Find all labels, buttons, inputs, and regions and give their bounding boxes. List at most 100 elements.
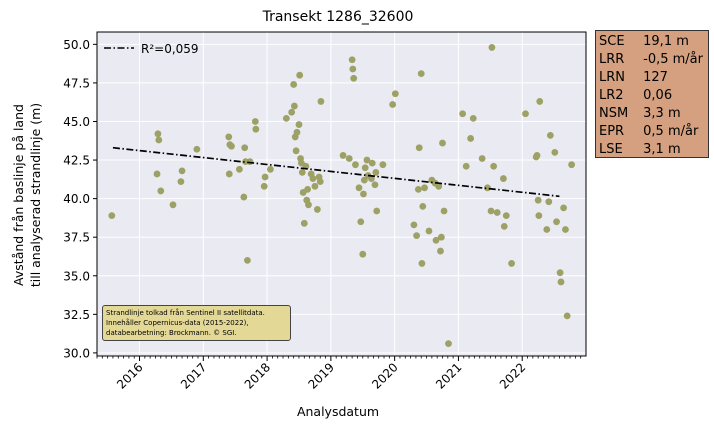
data-point xyxy=(553,218,560,226)
y-tick-label: 50.0 xyxy=(63,38,90,52)
data-point xyxy=(568,161,576,169)
legend-label: R²=0,059 xyxy=(141,42,199,56)
data-point xyxy=(439,139,446,147)
data-point xyxy=(371,181,379,189)
data-point xyxy=(493,209,501,216)
data-point xyxy=(533,152,541,159)
attribution-line-2: Innehåller Copernicus-data (2015-2022), xyxy=(106,319,249,327)
data-point xyxy=(459,110,467,118)
data-point xyxy=(419,202,427,210)
data-point xyxy=(300,219,308,227)
trend-line xyxy=(112,146,560,198)
data-point xyxy=(228,142,235,150)
data-point xyxy=(536,98,544,105)
data-point xyxy=(235,165,243,173)
stat-name: EPR xyxy=(599,124,625,139)
data-point xyxy=(389,101,397,108)
data-point xyxy=(225,170,233,178)
data-point xyxy=(545,198,553,206)
data-point xyxy=(292,147,300,155)
data-point xyxy=(225,133,233,141)
data-point xyxy=(311,182,319,190)
data-point xyxy=(360,176,368,184)
data-point xyxy=(345,155,353,162)
data-point xyxy=(462,162,470,170)
data-point xyxy=(543,226,551,233)
data-point xyxy=(339,152,347,159)
stat-name: LRR xyxy=(599,52,625,67)
stat-value: -0,5 m/år xyxy=(643,52,703,67)
data-point xyxy=(360,190,367,198)
x-axis-label: Analysdatum xyxy=(297,404,379,419)
x-tick-label: 2019 xyxy=(305,360,336,391)
stat-value: 3,1 m xyxy=(643,142,681,157)
stat-row-sce: SCE 19,1 m xyxy=(599,33,708,51)
grid-lines xyxy=(97,32,586,356)
stat-value: 0,5 m/år xyxy=(643,124,699,139)
data-point xyxy=(557,278,565,286)
data-point xyxy=(560,204,568,212)
data-point xyxy=(562,226,569,233)
data-point xyxy=(415,144,423,152)
data-point xyxy=(432,236,440,244)
data-point xyxy=(490,162,498,170)
x-tick-label: 2016 xyxy=(114,360,145,391)
data-point xyxy=(379,161,387,169)
x-tick-label: 2020 xyxy=(369,360,400,391)
data-point xyxy=(169,201,177,209)
x-tick-label: 2022 xyxy=(497,360,528,391)
data-point xyxy=(363,156,371,164)
data-point xyxy=(290,81,298,88)
data-point xyxy=(295,121,303,128)
data-point xyxy=(352,161,359,169)
data-point xyxy=(373,207,381,215)
data-point xyxy=(178,167,186,175)
y-tick-label: 37.5 xyxy=(63,231,90,245)
data-point xyxy=(551,148,559,156)
data-point xyxy=(304,185,312,193)
data-point xyxy=(417,70,425,78)
data-point xyxy=(478,155,486,162)
y-tick-label: 32.5 xyxy=(63,308,90,322)
data-point xyxy=(502,212,510,220)
data-point xyxy=(535,212,543,220)
data-point xyxy=(437,247,444,255)
data-point xyxy=(349,65,357,73)
data-point xyxy=(410,221,418,229)
data-point xyxy=(282,115,290,122)
data-point xyxy=(414,185,422,193)
data-points xyxy=(108,44,576,348)
plot-frame xyxy=(96,31,587,357)
data-point xyxy=(108,212,116,220)
stat-name: LRN xyxy=(599,70,625,85)
data-point xyxy=(556,269,564,277)
data-point xyxy=(467,135,475,142)
data-point xyxy=(357,218,365,226)
y-axis-label-line-1: Avstånd från baslinje på land xyxy=(11,104,26,286)
data-point xyxy=(260,182,268,190)
data-point xyxy=(425,227,433,235)
data-point xyxy=(290,102,298,110)
chart-title: Transekt 1286_32600 xyxy=(262,9,414,25)
data-point xyxy=(359,250,367,258)
stat-row-epr: EPR 0,5 m/år xyxy=(599,123,708,141)
y-tick-label: 40.0 xyxy=(63,192,90,206)
data-point xyxy=(534,196,542,204)
data-point xyxy=(288,108,296,116)
y-tick-label: 42.5 xyxy=(63,154,90,168)
stat-name: LR2 xyxy=(599,88,624,103)
data-point xyxy=(193,145,201,153)
data-point xyxy=(241,144,249,152)
data-point xyxy=(252,125,260,133)
attribution-note: Strandlinje tolkad från Sentinel II sate… xyxy=(102,305,291,341)
data-point xyxy=(413,232,421,240)
x-tick-label: 2021 xyxy=(433,360,464,391)
data-point xyxy=(293,128,301,136)
data-point xyxy=(522,110,529,118)
statistics-box: SCE 19,1 m LRR -0,5 m/år LRN 127 LR2 0,0… xyxy=(595,30,709,158)
y-tick-label: 47.5 xyxy=(63,76,90,90)
stat-name: SCE xyxy=(599,34,625,49)
data-point xyxy=(488,44,496,51)
stat-row-lrr: LRR -0,5 m/år xyxy=(599,51,708,69)
data-point xyxy=(368,159,376,167)
